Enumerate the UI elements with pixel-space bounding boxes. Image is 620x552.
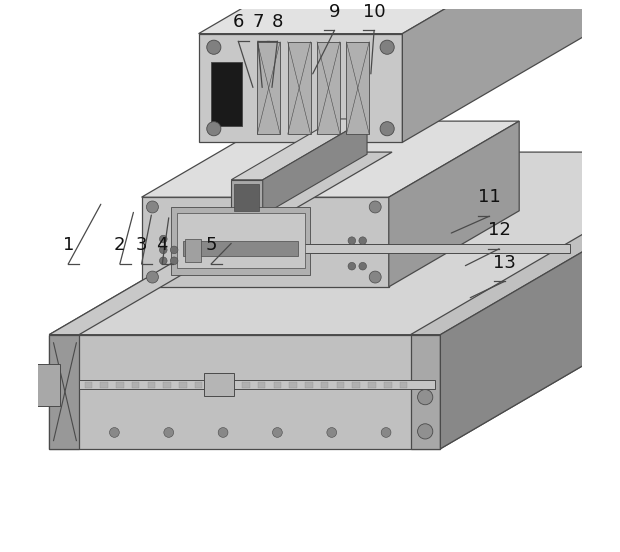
- Text: 9: 9: [329, 3, 340, 20]
- Circle shape: [418, 424, 433, 439]
- Polygon shape: [410, 152, 620, 335]
- Bar: [220, 245, 570, 252]
- Polygon shape: [257, 42, 280, 134]
- Bar: [321, 383, 329, 388]
- Polygon shape: [440, 152, 620, 449]
- Text: 8: 8: [272, 13, 283, 31]
- Bar: [84, 383, 92, 388]
- Bar: [100, 383, 108, 388]
- Circle shape: [273, 428, 282, 437]
- Polygon shape: [49, 152, 620, 335]
- Bar: [172, 207, 310, 275]
- Circle shape: [348, 237, 356, 245]
- Circle shape: [170, 257, 178, 264]
- Text: 4: 4: [156, 236, 168, 254]
- Text: 10: 10: [363, 3, 386, 20]
- Circle shape: [418, 390, 433, 405]
- Circle shape: [327, 428, 337, 437]
- Polygon shape: [141, 197, 389, 287]
- Bar: [242, 383, 250, 388]
- Bar: [30, 364, 60, 406]
- Polygon shape: [402, 0, 611, 142]
- Circle shape: [164, 428, 174, 437]
- Text: 11: 11: [478, 188, 501, 206]
- Polygon shape: [288, 42, 311, 134]
- Bar: [163, 383, 171, 388]
- Text: 5: 5: [205, 236, 217, 254]
- Polygon shape: [198, 0, 611, 34]
- Polygon shape: [49, 335, 79, 449]
- Polygon shape: [49, 152, 392, 335]
- Polygon shape: [410, 335, 440, 449]
- Polygon shape: [141, 121, 519, 197]
- Bar: [337, 383, 344, 388]
- Bar: [211, 383, 218, 388]
- Polygon shape: [317, 42, 340, 134]
- Bar: [184, 241, 298, 257]
- Circle shape: [159, 235, 167, 243]
- Bar: [211, 62, 242, 126]
- Circle shape: [381, 428, 391, 437]
- Bar: [204, 373, 234, 396]
- Circle shape: [359, 237, 366, 245]
- Circle shape: [206, 121, 221, 136]
- Circle shape: [370, 271, 381, 283]
- Text: 7: 7: [252, 13, 264, 31]
- Bar: [177, 214, 304, 268]
- Bar: [79, 380, 435, 389]
- Bar: [352, 383, 360, 388]
- Text: 3: 3: [136, 236, 148, 254]
- Text: 12: 12: [488, 221, 510, 239]
- Circle shape: [146, 271, 158, 283]
- Polygon shape: [198, 34, 402, 142]
- Bar: [226, 383, 234, 388]
- Polygon shape: [49, 335, 440, 449]
- Circle shape: [218, 428, 228, 437]
- Bar: [179, 383, 187, 388]
- Text: 13: 13: [493, 253, 516, 272]
- Text: 2: 2: [114, 236, 126, 254]
- Bar: [195, 383, 202, 388]
- Circle shape: [370, 201, 381, 213]
- Polygon shape: [231, 119, 367, 180]
- Bar: [185, 239, 202, 262]
- Text: 1: 1: [63, 236, 74, 254]
- Circle shape: [380, 121, 394, 136]
- Polygon shape: [440, 152, 620, 449]
- Circle shape: [110, 428, 119, 437]
- Polygon shape: [347, 42, 370, 134]
- Polygon shape: [263, 119, 367, 215]
- Bar: [581, 246, 620, 252]
- Circle shape: [170, 246, 178, 254]
- Bar: [258, 383, 265, 388]
- Bar: [400, 383, 407, 388]
- Bar: [384, 383, 391, 388]
- Circle shape: [380, 40, 394, 54]
- Bar: [148, 383, 155, 388]
- Circle shape: [359, 262, 366, 270]
- Circle shape: [159, 257, 167, 264]
- Circle shape: [206, 40, 221, 54]
- Bar: [273, 383, 281, 388]
- Bar: [38, 379, 55, 391]
- Circle shape: [348, 262, 356, 270]
- Circle shape: [146, 201, 158, 213]
- Text: 6: 6: [232, 13, 244, 31]
- Bar: [234, 184, 259, 211]
- Bar: [368, 383, 376, 388]
- Polygon shape: [231, 180, 263, 215]
- Polygon shape: [389, 121, 519, 287]
- Bar: [132, 383, 140, 388]
- Bar: [116, 383, 123, 388]
- Bar: [290, 383, 297, 388]
- Circle shape: [159, 246, 167, 254]
- Bar: [305, 383, 312, 388]
